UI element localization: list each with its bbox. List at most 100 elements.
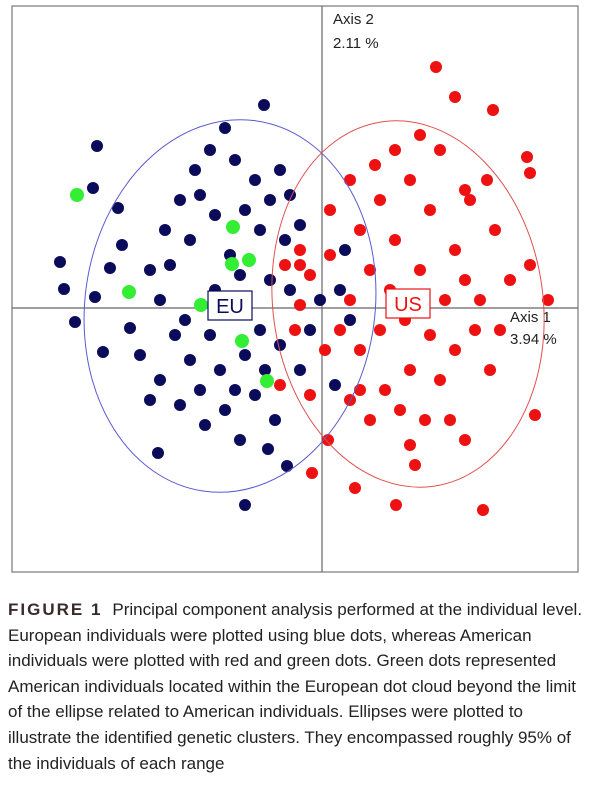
data-point [484,364,496,376]
data-point [234,269,246,281]
data-point [524,167,536,179]
data-point [124,322,136,334]
data-point [144,394,156,406]
data-point [459,274,471,286]
data-point [489,224,501,236]
data-point [70,188,84,202]
data-point [439,294,451,306]
data-point [304,324,316,336]
chart: Axis 2 2.11 % Axis 1 3.94 % EU US [11,5,579,573]
data-point [219,404,231,416]
data-point [424,204,436,216]
data-point [324,204,336,216]
data-point [239,499,251,511]
data-point [209,209,221,221]
cluster-label: US [385,288,431,319]
data-point [294,299,306,311]
data-point [226,220,240,234]
data-point [189,164,201,176]
data-point [504,274,516,286]
data-point [294,259,306,271]
data-point [374,324,386,336]
data-point [319,344,331,356]
data-point [369,159,381,171]
data-point [204,144,216,156]
data-point [249,389,261,401]
data-point [281,460,293,472]
data-point [97,346,109,358]
data-point [542,294,554,306]
x-axis-label: Axis 1 [510,309,551,326]
data-point [404,174,416,186]
data-point [294,364,306,376]
data-point [219,122,231,134]
data-point [229,154,241,166]
data-point [174,399,186,411]
data-point [279,259,291,271]
data-point [339,244,351,256]
data-point [354,224,366,236]
cluster-label: EU [207,290,253,321]
data-point [260,374,274,388]
data-point [194,189,206,201]
data-point [344,174,356,186]
data-point [404,364,416,376]
data-point [258,99,270,111]
data-point [249,174,261,186]
data-point [122,285,136,299]
data-point [289,324,301,336]
data-point [116,239,128,251]
data-point [154,374,166,386]
data-point [229,384,241,396]
data-point [389,144,401,156]
data-point [262,443,274,455]
data-point [449,344,461,356]
cluster-label-text: US [394,294,422,316]
data-point [269,414,281,426]
data-point [152,447,164,459]
data-point [449,244,461,256]
data-point [349,482,361,494]
data-point [169,329,181,341]
data-point [389,234,401,246]
data-point [487,104,499,116]
data-point [364,414,376,426]
cluster-label-text: EU [216,296,244,318]
data-point [477,504,489,516]
data-point [112,202,124,214]
data-point [459,434,471,446]
data-point [434,144,446,156]
data-point [274,164,286,176]
x-axis-variance: 3.94 % [510,331,557,348]
data-point [194,298,208,312]
data-point [284,284,296,296]
cluster-label-box [385,288,431,319]
data-point [414,129,426,141]
data-point [334,284,346,296]
data-point [334,324,346,336]
caption-label: FIGURE 1 [8,600,103,619]
confidence-ellipse [83,119,377,493]
data-point [404,439,416,451]
data-point [184,354,196,366]
data-point [69,316,81,328]
data-point [234,434,246,446]
data-point [469,324,481,336]
data-point [89,291,101,303]
data-point [279,234,291,246]
data-point [324,249,336,261]
data-point [424,329,436,341]
data-point [225,257,239,271]
data-point [474,294,486,306]
data-point [239,349,251,361]
data-point [264,194,276,206]
data-point [199,419,211,431]
data-point [459,184,471,196]
data-point [419,414,431,426]
data-point [174,194,186,206]
confidence-ellipse [271,120,545,488]
data-point [134,349,146,361]
data-point [214,364,226,376]
data-point [449,91,461,103]
